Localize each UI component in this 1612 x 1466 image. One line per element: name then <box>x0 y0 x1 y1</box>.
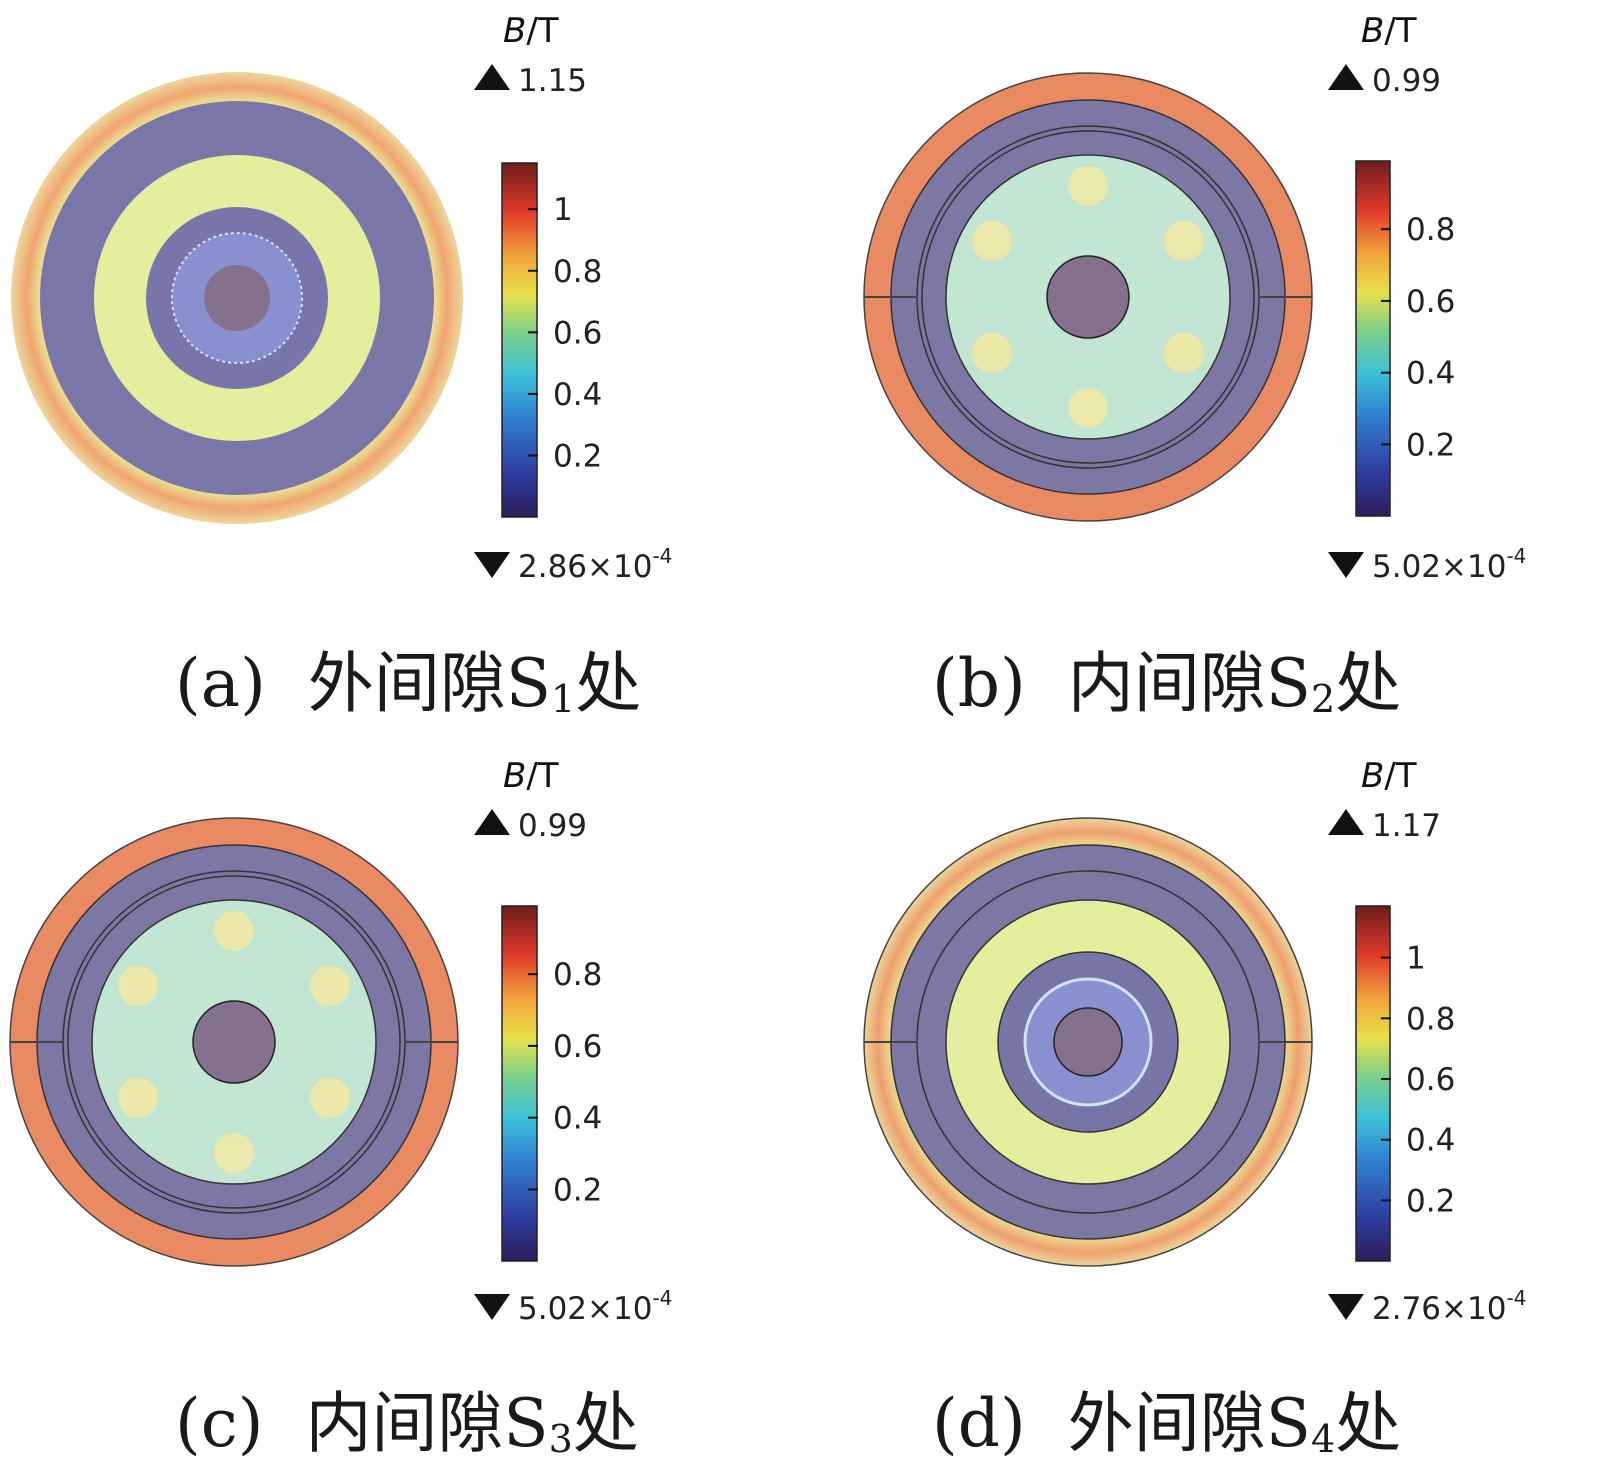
colorbar-ticks: 0.8 0.6 0.4 0.2 <box>1381 212 1455 463</box>
colorbar-ticks: 1 0.8 0.6 0.4 0.2 <box>1381 941 1455 1219</box>
legend-title: B/T <box>1361 11 1417 51</box>
colorbar-ticks: 1 0.8 0.6 0.4 0.2 <box>528 192 602 475</box>
field-plot-d: B/T 1.17 1 0.8 0.6 0.4 0.2 2.76×10-4 <box>863 756 1526 1327</box>
colorbar-tick-label: 0.8 <box>1406 212 1455 248</box>
colorbar-tick-label: 0.6 <box>553 315 602 351</box>
shaft-core <box>1053 1007 1123 1077</box>
colorbar <box>501 905 538 1262</box>
colorbar-tick-label: 0.8 <box>553 957 602 993</box>
caption-a: (a) 外间隙S1处 <box>175 645 642 722</box>
colorbar <box>1355 905 1391 1262</box>
max-triangle-icon <box>1328 809 1364 835</box>
colorbar-tick-label: 0.4 <box>553 377 602 413</box>
colorbar-tick-label: 0.8 <box>553 254 602 290</box>
legend-title: B/T <box>1361 756 1417 796</box>
max-value-label: 0.99 <box>1372 63 1441 99</box>
colorbar-ticks: 0.8 0.6 0.4 0.2 <box>528 957 602 1208</box>
max-value-label: 1.17 <box>1372 808 1441 844</box>
winding-hotspots <box>972 166 1204 428</box>
field-plot-b: B/T 0.99 0.8 0.6 0.4 0.2 5.02×10-4 <box>863 11 1526 585</box>
colorbar-tick-label: 0.6 <box>1406 1062 1455 1098</box>
max-value-label: 1.15 <box>518 63 587 99</box>
colorbar-tick-label: 0.2 <box>553 1172 602 1208</box>
winding-hotspots <box>118 911 350 1173</box>
shaft-core <box>204 265 270 331</box>
colorbar-tick-label: 0.2 <box>553 439 602 475</box>
min-value-label: 5.02×10-4 <box>518 1286 672 1327</box>
colorbar-tick-label: 0.4 <box>1406 356 1455 392</box>
shaft-core <box>1046 255 1130 339</box>
colorbar-tick-label: 0.2 <box>1406 427 1455 463</box>
max-value-label: 0.99 <box>518 808 587 844</box>
colorbar <box>1355 160 1391 517</box>
min-triangle-icon <box>474 1294 510 1320</box>
colorbar-tick-label: 1 <box>553 192 573 228</box>
shaft-core <box>192 1000 276 1084</box>
colorbar-tick-label: 0.4 <box>1406 1123 1455 1159</box>
colorbar-tick-label: 0.6 <box>1406 284 1455 320</box>
min-triangle-icon <box>474 552 510 578</box>
caption-c: (c) 内间隙S3处 <box>175 1385 639 1462</box>
min-value-label: 2.76×10-4 <box>1372 1286 1526 1327</box>
min-value-label: 2.86×10-4 <box>518 544 672 585</box>
max-triangle-icon <box>474 809 510 835</box>
caption-d: (d) 外间隙S4处 <box>932 1385 1402 1462</box>
min-triangle-icon <box>1328 552 1364 578</box>
legend-title: B/T <box>503 756 559 796</box>
colorbar-tick-label: 1 <box>1406 941 1426 977</box>
legend-title: B/T <box>503 11 559 51</box>
field-plot-a: B/T 1.15 1 0.8 0.6 0.4 0.2 2.86×10-4 <box>11 11 672 585</box>
colorbar-tick-label: 0.4 <box>553 1101 602 1137</box>
colorbar <box>501 162 538 518</box>
field-plot-c: B/T 0.99 0.8 0.6 0.4 0.2 5.02×10-4 <box>9 756 672 1327</box>
caption-b: (b) 内间隙S2处 <box>932 645 1402 722</box>
colorbar-tick-label: 0.6 <box>553 1029 602 1065</box>
min-triangle-icon <box>1328 1294 1364 1320</box>
colorbar-tick-label: 0.2 <box>1406 1183 1455 1219</box>
max-triangle-icon <box>1328 64 1364 90</box>
min-value-label: 5.02×10-4 <box>1372 544 1526 585</box>
max-triangle-icon <box>474 64 510 90</box>
colorbar-tick-label: 0.8 <box>1406 1001 1455 1037</box>
